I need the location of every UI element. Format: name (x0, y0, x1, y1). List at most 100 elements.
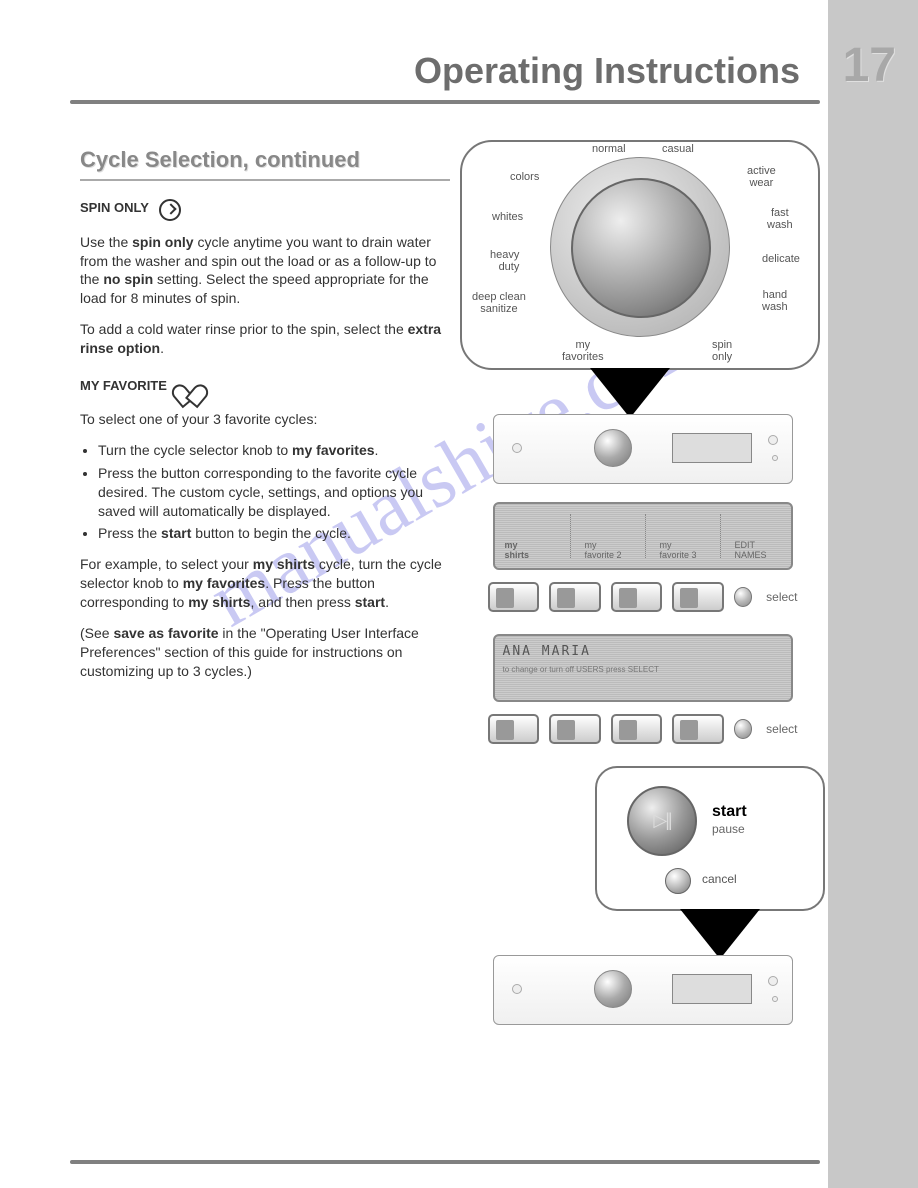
cancel-label: cancel (702, 872, 737, 886)
text: Press the (98, 525, 161, 541)
text: button to begin the cycle. (191, 525, 351, 541)
dial-label-spin-only: spin only (712, 340, 732, 363)
control-panel-bottom (493, 955, 793, 1025)
button-row-2: select (488, 714, 798, 744)
start-label: start (712, 803, 747, 821)
lcd-col1: my shirts (505, 540, 530, 560)
text: , and then press (250, 594, 354, 610)
text: . (385, 594, 389, 610)
my-favorite-see: (See save as favorite in the "Operating … (80, 624, 450, 681)
spin-only-heading: SPIN ONLY (80, 199, 149, 217)
dial-label-hand-wash: hand wash (762, 290, 788, 313)
dial-ring (550, 157, 730, 337)
select-led-2[interactable] (734, 719, 752, 739)
lcd-user-hint: to change or turn off USERS press SELECT (503, 665, 783, 674)
dial-label-casual: casual (662, 144, 694, 156)
select-label: select (766, 590, 797, 604)
lcd-user-name: ANA MARIA (503, 644, 783, 659)
spin-only-p2: To add a cold water rinse prior to the s… (80, 320, 450, 358)
pause-label: pause (712, 822, 745, 836)
user-button-1[interactable] (488, 714, 540, 744)
user-button-4[interactable] (672, 714, 724, 744)
dial-label-my-favorites: my favorites (562, 340, 604, 363)
cycle-dial-panel: normal casual colors active wear whites … (460, 140, 820, 370)
dial-label-heavy-duty: heavy duty (490, 250, 519, 273)
text-bold: my shirts (188, 594, 250, 610)
start-button-mini-2[interactable] (768, 976, 778, 986)
my-favorite-example: For example, to select your my shirts cy… (80, 555, 450, 612)
callout-arrow-icon-2 (680, 909, 760, 959)
right-column: normal casual colors active wear whites … (460, 140, 825, 1043)
cancel-button-mini[interactable] (772, 455, 778, 461)
text: (See (80, 625, 113, 641)
dial-knob[interactable] (571, 178, 711, 318)
lcd-col3: my favorite 3 (660, 540, 697, 560)
page-title: Operating Instructions (60, 50, 820, 92)
my-favorite-intro: To select one of your 3 favorite cycles: (80, 410, 450, 429)
button-row-1: select (488, 582, 798, 612)
start-panel: start pause cancel (595, 766, 825, 911)
text-bold: my shirts (253, 556, 315, 572)
text-bold: start (161, 525, 191, 541)
text: Press the button corresponding to the fa… (98, 465, 423, 519)
select-label-2: select (766, 722, 797, 736)
my-favorite-bullets: Turn the cycle selector knob to my favor… (80, 441, 450, 543)
dial-label-active-wear: active wear (747, 166, 776, 189)
cancel-button-mini-2[interactable] (772, 996, 778, 1002)
list-item: Press the start button to begin the cycl… (98, 524, 450, 543)
user-button-3[interactable] (611, 714, 663, 744)
dial-label-deep-clean: deep clean sanitize (472, 292, 526, 315)
lcd-col4: EDIT NAMES (735, 540, 767, 560)
page-number: 17 (843, 38, 896, 93)
my-favorite-heading: MY FAVORITE (80, 377, 167, 395)
section-title: Cycle Selection, continued (80, 145, 450, 175)
panel-display (672, 433, 752, 463)
dial-label-fast-wash: fast wash (767, 208, 793, 231)
heart-icon (177, 376, 201, 398)
rule-top (70, 100, 820, 104)
text-bold: no spin (103, 271, 153, 287)
rule-bottom (70, 1160, 820, 1164)
dial-label-colors: colors (510, 172, 539, 184)
fav-button-1[interactable] (488, 582, 540, 612)
panel-display-2 (672, 974, 752, 1004)
panel-knob[interactable] (594, 429, 632, 467)
fav-button-4[interactable] (672, 582, 724, 612)
fav-button-2[interactable] (549, 582, 601, 612)
left-column: Cycle Selection, continued SPIN ONLY Use… (80, 145, 450, 693)
lcd-user: ANA MARIA to change or turn off USERS pr… (493, 634, 793, 702)
text-bold: save as favorite (113, 625, 218, 641)
dial-label-whites: whites (492, 212, 523, 224)
control-panel-top (493, 414, 793, 484)
list-item: Press the button corresponding to the fa… (98, 464, 450, 521)
section-rule (80, 179, 450, 181)
start-button-mini[interactable] (768, 435, 778, 445)
page-tab (828, 0, 918, 1188)
text: Turn the cycle selector knob to (98, 442, 292, 458)
cancel-button[interactable] (665, 868, 691, 894)
user-button-2[interactable] (549, 714, 601, 744)
dial-label-normal: normal (592, 144, 626, 156)
spin-only-p1: Use the spin only cycle anytime you want… (80, 233, 450, 309)
panel-knob-2[interactable] (594, 970, 632, 1008)
dial-label-delicate: delicate (762, 254, 800, 266)
text-bold: my favorites (183, 575, 265, 591)
fav-button-3[interactable] (611, 582, 663, 612)
text-bold: my favorites (292, 442, 374, 458)
text: To add a cold water rinse prior to the s… (80, 321, 408, 337)
spin-icon (159, 199, 181, 221)
power-button-2[interactable] (512, 984, 522, 994)
text: . (160, 340, 164, 356)
lcd-col2: my favorite 2 (585, 540, 622, 560)
lcd-favorites: my shirts my favorite 2 my favorite 3 ED… (493, 502, 793, 570)
text: . (375, 442, 379, 458)
start-pause-button[interactable] (627, 786, 697, 856)
text-bold: spin only (132, 234, 193, 250)
text: Use the (80, 234, 132, 250)
callout-arrow-icon (590, 368, 670, 418)
power-button[interactable] (512, 443, 522, 453)
select-led-1[interactable] (734, 587, 752, 607)
list-item: Turn the cycle selector knob to my favor… (98, 441, 450, 460)
text: For example, to select your (80, 556, 253, 572)
text-bold: start (355, 594, 385, 610)
